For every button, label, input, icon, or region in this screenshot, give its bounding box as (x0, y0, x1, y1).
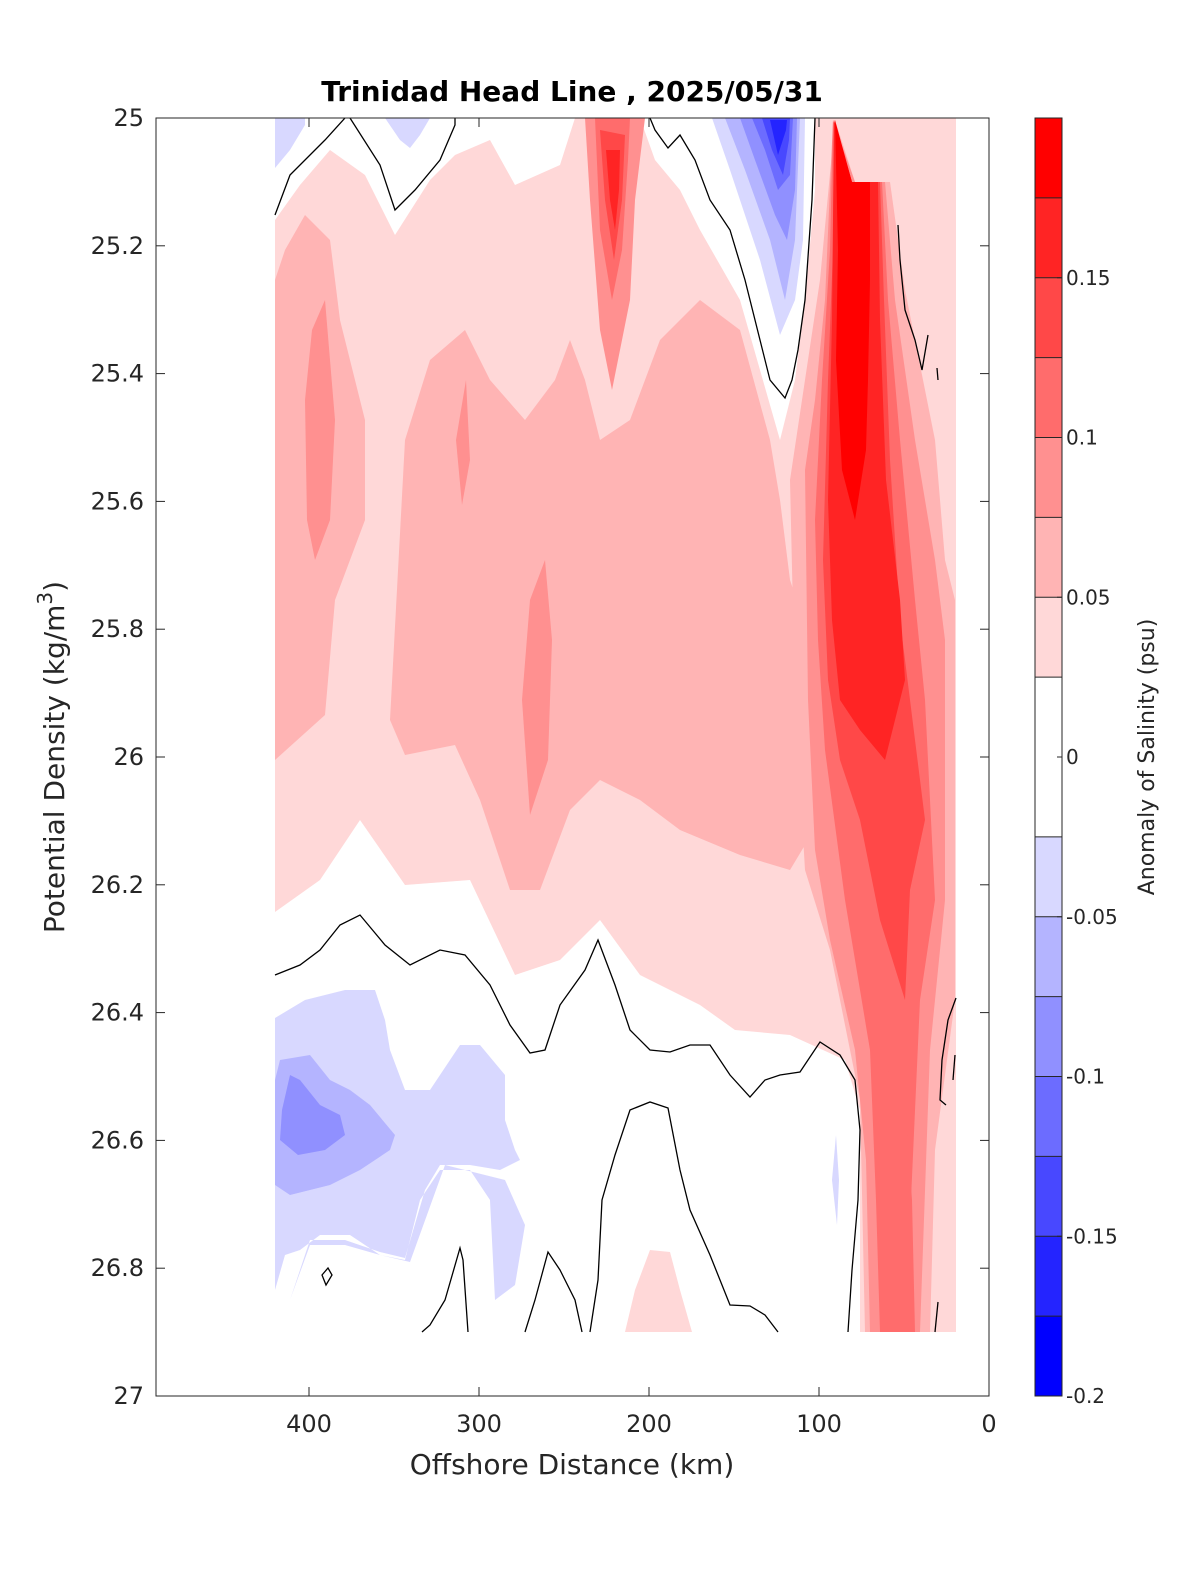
y-axis-title-close: ) (38, 581, 71, 592)
y-axis-title: Potential Density (kg/m3) (33, 581, 71, 933)
colorbar-tick-label: -0.15 (1066, 1224, 1118, 1248)
chart-title: Trinidad Head Line , 2025/05/31 (321, 75, 823, 108)
colorbar-swatch (1035, 836, 1062, 917)
colorbar-swatch (1035, 197, 1062, 278)
colorbar-swatch (1035, 996, 1062, 1077)
zero-contour-top-350km (349, 118, 456, 212)
fill-positive-level6-230km (606, 150, 620, 230)
colorbar-swatch (1035, 597, 1062, 678)
fill-negative-deep-west-l3 (280, 1075, 345, 1155)
fill-positive-level3-260km (522, 560, 552, 815)
colorbar-swatch (1035, 1076, 1062, 1157)
fill-negative-top-350km (385, 118, 430, 148)
y-tick-label: 26.8 (91, 1254, 144, 1282)
fill-positive-deep-200km (625, 1250, 692, 1332)
y-tick-label: 25 (113, 104, 144, 132)
fill-negative-deep-135km (832, 1135, 839, 1225)
colorbar-swatch (1035, 517, 1062, 598)
colorbar-swatch (1035, 357, 1062, 438)
y-tick-label: 25.4 (91, 360, 144, 388)
zero-contour-deep-265km (524, 1250, 583, 1333)
zero-contour-deep-nearshore-dot (952, 1054, 956, 1081)
fill-positive-level7-nearshore (835, 120, 870, 520)
zero-contour-nearshore-upper (897, 224, 929, 371)
fill-positive-level3-west (305, 300, 335, 560)
colorbar-swatch (1035, 277, 1062, 358)
x-tick-label: 200 (626, 1410, 672, 1438)
x-tick-label: 400 (286, 1410, 332, 1438)
y-tick-label: 25.2 (91, 232, 144, 260)
x-tick-label: 100 (796, 1410, 842, 1438)
zero-contour-lines (274, 118, 957, 1333)
colorbar-tick-label: 0.05 (1066, 585, 1111, 609)
y-axis-title-main: Potential Density (kg/m (38, 605, 71, 934)
colorbar-tick-label: 0.1 (1066, 426, 1098, 450)
y-tick-label: 26.2 (91, 871, 144, 899)
y-tick-label: 26.4 (91, 999, 144, 1027)
colorbar-tick-label: -0.05 (1066, 905, 1118, 929)
zero-contour-top-mid (649, 118, 816, 400)
colorbar-title: Anomaly of Salinity (psu) (1135, 619, 1160, 896)
zero-contour-deep-nearshore-bottom (934, 1301, 939, 1333)
colorbar-tick-label: 0.15 (1066, 266, 1111, 290)
fill-negative-top-left (275, 118, 305, 168)
zero-contour-nearshore-dot (936, 367, 939, 381)
y-tick-label: 25.8 (91, 615, 144, 643)
y-tick-label: 26 (113, 743, 144, 771)
y-axis-title-superscript: 3 (33, 592, 57, 605)
fill-negative-120km-l6 (770, 120, 787, 155)
colorbar-swatch (1035, 1236, 1062, 1317)
fill-negative-deep-west-l1 (275, 990, 525, 1310)
colorbar-swatch (1035, 1156, 1062, 1237)
colorbar: -0.2 -0.15 -0.1 -0.05 0 0.05 0.1 0.15 (1034, 117, 1118, 1408)
fill-zero-band-top (275, 118, 575, 235)
colorbar-tick-label: -0.1 (1066, 1065, 1105, 1089)
colorbar-tick-label: -0.2 (1066, 1384, 1105, 1408)
x-axis-ticks: 400 300 200 100 0 (286, 118, 997, 1438)
fill-positive-level3-310km (456, 380, 470, 505)
x-tick-label: 300 (456, 1410, 502, 1438)
colorbar-tick-label: 0 (1066, 745, 1079, 769)
zero-contour-deep-310km (421, 1245, 469, 1333)
contour-fill-layer (275, 118, 956, 1332)
colorbar-swatch (1035, 1316, 1062, 1396)
y-tick-label: 26.6 (91, 1126, 144, 1154)
colorbar-swatch (1035, 437, 1062, 518)
fill-positive-medium-central (390, 300, 830, 890)
zero-contour-deep-390km (321, 1266, 333, 1287)
colorbar-swatch (1035, 118, 1062, 198)
x-tick-label: 0 (981, 1410, 996, 1438)
zero-contour-deep-nearshore (939, 997, 957, 1106)
colorbar-swatch (1035, 916, 1062, 997)
zero-contour-deep-200km (589, 1101, 779, 1333)
x-axis-title: Offshore Distance (km) (410, 1448, 735, 1481)
fill-positive-deep-tail (880, 1050, 915, 1332)
zero-contour-top-west (274, 118, 346, 216)
y-tick-label: 27 (113, 1382, 144, 1410)
zero-contour-mid (274, 914, 861, 1333)
y-axis-ticks: 25 25.2 25.4 25.6 25.8 26 26.2 26.4 26.6 26.8 27 (91, 104, 989, 1410)
y-tick-label: 25.6 (91, 487, 144, 515)
